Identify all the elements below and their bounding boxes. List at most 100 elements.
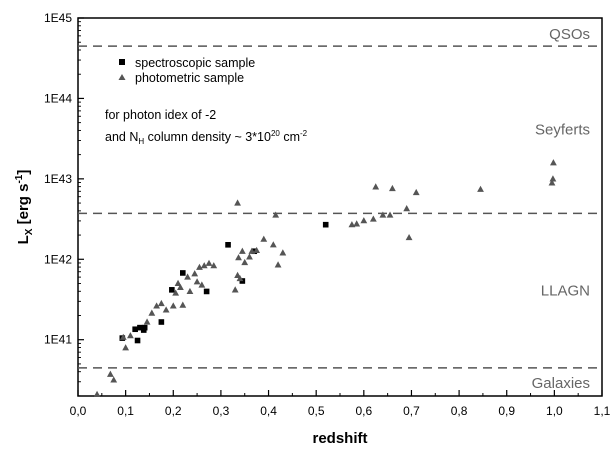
y-tick-label: 1E43 xyxy=(44,172,72,186)
photometric-point xyxy=(231,286,239,293)
photometric-point xyxy=(348,221,356,228)
spectroscopic-point xyxy=(137,324,143,331)
photometric-point xyxy=(162,306,170,313)
photometric-point xyxy=(372,183,380,190)
legend-label-spectroscopic: spectroscopic sample xyxy=(135,56,255,70)
x-tick-label: 1,0 xyxy=(546,404,563,418)
photometric-point xyxy=(200,262,208,269)
x-axis-ticks: 0,0 0,1 0,2 0,3 0,4 0,5 0,6 0,7 0,8 0,9 1,0 1,1 xyxy=(70,390,611,418)
region-labels: QSOs Seyferts LLAGN Galaxies xyxy=(532,26,590,392)
photometric-point xyxy=(157,299,165,307)
photometric-point xyxy=(403,205,411,212)
region-label: LLAGN xyxy=(541,282,590,299)
photometric-point xyxy=(405,233,413,241)
photometric-point xyxy=(236,274,244,282)
spectroscopic-point xyxy=(134,337,141,344)
photometric-point xyxy=(477,185,484,192)
spectroscopic-point xyxy=(158,319,165,325)
x-tick-label: 0,0 xyxy=(70,404,87,418)
photometric-point xyxy=(143,318,151,325)
y-tick-label: 1E44 xyxy=(44,91,72,105)
annotation-line1: for photon idex of -2 xyxy=(105,108,216,122)
photometric-point xyxy=(205,259,213,266)
x-tick-label: 0,5 xyxy=(308,404,325,418)
photometric-point xyxy=(369,215,377,222)
x-tick-label: 1,1 xyxy=(594,404,611,418)
photometric-point xyxy=(274,261,282,268)
photometric-point xyxy=(177,283,184,291)
x-tick-label: 0,1 xyxy=(117,404,134,418)
photometric-point xyxy=(179,301,187,308)
legend-marker-triangle xyxy=(118,74,126,80)
spectroscopic-point xyxy=(225,242,231,248)
x-tick-label: 0,6 xyxy=(355,404,372,418)
region-label: QSOs xyxy=(549,26,590,43)
photometric-point xyxy=(174,279,182,287)
region-label: Seyferts xyxy=(535,122,590,139)
photometric-point xyxy=(122,344,130,351)
x-tick-label: 0,3 xyxy=(213,404,230,418)
photometric-point xyxy=(412,188,420,196)
photometric-point xyxy=(360,217,368,224)
photometric-point xyxy=(148,309,156,316)
spectroscopic-point xyxy=(322,221,329,228)
y-tick-label: 1E41 xyxy=(44,333,72,347)
photometric-point xyxy=(186,287,194,295)
photometric-point xyxy=(269,241,277,248)
photometric-point xyxy=(260,235,268,242)
photometric-point xyxy=(550,159,557,166)
x-tick-label: 0,8 xyxy=(451,404,468,418)
photometric-point xyxy=(106,370,114,377)
photometric-point xyxy=(234,199,241,206)
x-tick-label: 0,9 xyxy=(498,404,515,418)
photometric-point xyxy=(172,289,180,296)
photometric-point xyxy=(127,332,134,339)
photometric-point xyxy=(389,184,396,192)
y-tick-label: 1E42 xyxy=(44,252,72,266)
photometric-point xyxy=(93,390,101,397)
photometric-point xyxy=(379,211,387,218)
spectroscopic-point xyxy=(132,326,138,333)
threshold-lines xyxy=(78,45,602,369)
photometric-point xyxy=(246,253,253,260)
photometric-point xyxy=(241,258,249,266)
spectroscopic-point xyxy=(141,324,148,331)
y-tick-label: 1E45 xyxy=(44,11,72,25)
photometric-point xyxy=(279,249,287,256)
photometric-point xyxy=(549,175,557,182)
x-tick-label: 0,7 xyxy=(403,404,420,418)
annotation: for photon idex of -2 and NH column dens… xyxy=(105,108,308,146)
photometric-point xyxy=(184,273,191,280)
spectroscopic-point xyxy=(203,288,210,295)
legend: spectroscopic sample photometric sample xyxy=(118,56,255,85)
y-axis-ticks: 1E41 1E42 1E43 1E44 1E45 xyxy=(44,11,84,397)
annotation-line2: and NH column density ~ 3*1020 cm-2 xyxy=(105,129,308,146)
y-axis-title: LX [erg s-1] xyxy=(14,170,35,245)
photometric-point xyxy=(248,247,256,254)
photometric-point xyxy=(238,247,246,254)
data-points xyxy=(93,159,557,397)
spectroscopic-point xyxy=(169,287,175,293)
photometric-point xyxy=(119,333,127,340)
photometric-point xyxy=(193,278,201,285)
photometric-point xyxy=(353,220,361,227)
legend-marker-square xyxy=(119,59,125,65)
photometric-point xyxy=(169,302,177,309)
region-label: Galaxies xyxy=(532,375,590,392)
photometric-point xyxy=(198,281,206,288)
legend-label-photometric: photometric sample xyxy=(135,71,244,85)
x-axis-title: redshift xyxy=(312,430,367,447)
photometric-point xyxy=(235,254,242,261)
photometric-point xyxy=(253,246,261,254)
photometric-point xyxy=(272,211,280,218)
photometric-point xyxy=(110,376,118,383)
spectroscopic-point xyxy=(180,270,186,276)
x-tick-label: 0,2 xyxy=(165,404,182,418)
x-tick-label: 0,4 xyxy=(260,404,277,418)
photometric-point xyxy=(196,263,203,270)
photometric-point xyxy=(548,179,556,186)
photometric-point xyxy=(191,270,199,277)
photometric-point xyxy=(210,262,218,269)
photometric-point xyxy=(386,211,394,218)
